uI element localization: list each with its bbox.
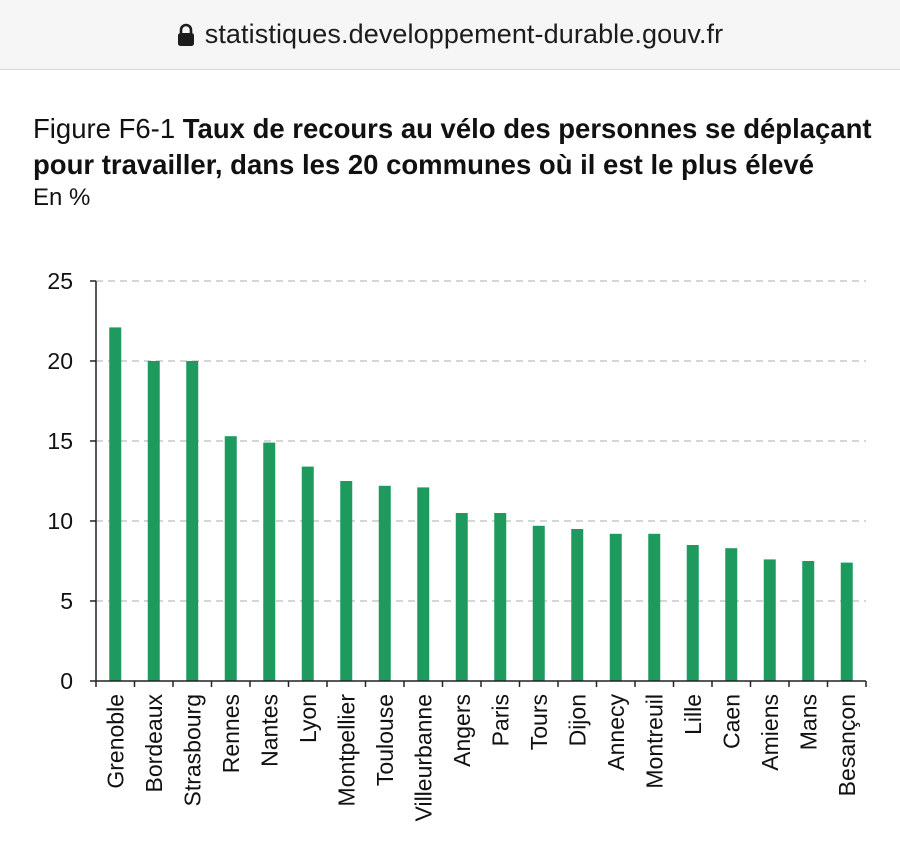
x-category-label: Montreuil	[641, 694, 667, 789]
bar	[725, 548, 738, 681]
y-tick-label: 5	[60, 588, 73, 614]
chart-header: Figure F6-1 Taux de recours au vélo des …	[33, 111, 893, 213]
bar	[609, 533, 622, 681]
url-display[interactable]: statistiques.developpement-durable.gouv.…	[177, 19, 724, 50]
bar	[648, 533, 661, 681]
x-category-label: Amiens	[757, 694, 783, 771]
y-tick-label: 20	[47, 348, 73, 374]
bar	[340, 481, 353, 681]
bars	[109, 327, 853, 681]
chart-unit: En %	[33, 184, 91, 211]
x-category-labels: Grenoble Bordeaux Strasbourg Rennes Nantes Ly…	[102, 694, 860, 822]
x-category-label: Montpellier	[333, 694, 359, 807]
bar	[571, 529, 584, 681]
bar	[763, 559, 776, 681]
chart-title-prefix: Figure F6-1	[33, 113, 176, 144]
url-text[interactable]: statistiques.developpement-durable.gouv.…	[204, 19, 724, 49]
bar	[301, 466, 314, 681]
x-category-label: Lyon	[295, 694, 321, 743]
y-tick-label: 10	[47, 508, 73, 534]
chart-title-main: Taux de recours au vélo des personnes se…	[33, 113, 872, 180]
x-category-label: Nantes	[256, 694, 282, 767]
bar	[840, 562, 853, 681]
y-tick-label: 0	[60, 668, 73, 694]
axes	[90, 280, 867, 687]
bar	[455, 513, 468, 681]
x-category-label: Strasbourg	[179, 694, 205, 807]
x-category-label: Grenoble	[102, 694, 128, 789]
bar	[378, 485, 391, 681]
lock-icon	[177, 23, 194, 46]
x-category-label: Caen	[718, 694, 744, 749]
x-category-label: Annecy	[603, 694, 629, 771]
bar	[109, 327, 122, 681]
y-tick-label: 25	[47, 268, 73, 294]
bar	[532, 525, 545, 681]
y-tick-label: 15	[47, 428, 73, 454]
x-category-label: Lille	[680, 694, 706, 735]
x-category-label: Rennes	[218, 694, 244, 773]
browser-address-bar[interactable]: statistiques.developpement-durable.gouv.…	[0, 0, 900, 70]
x-category-label: Bordeaux	[141, 694, 167, 793]
x-category-label: Villeurbanne	[410, 694, 436, 821]
x-category-label: Dijon	[564, 694, 590, 746]
chart-title: Figure F6-1 Taux de recours au vélo des …	[33, 111, 893, 183]
x-category-label: Paris	[487, 694, 513, 746]
bar	[147, 361, 160, 681]
bar	[263, 442, 276, 681]
x-category-label: Mans	[795, 694, 821, 750]
bar	[494, 513, 507, 681]
x-category-label: Tours	[526, 694, 552, 750]
bar	[802, 561, 815, 681]
bar	[186, 361, 199, 681]
x-category-label: Angers	[449, 694, 475, 767]
y-tick-labels: 0 5 10 15 20 25	[47, 268, 73, 694]
grid-lines	[96, 280, 866, 602]
bar	[417, 487, 430, 681]
bar	[686, 545, 699, 681]
x-category-label: Toulouse	[372, 694, 398, 786]
bar	[224, 436, 237, 681]
x-category-label: Besançon	[834, 694, 860, 796]
